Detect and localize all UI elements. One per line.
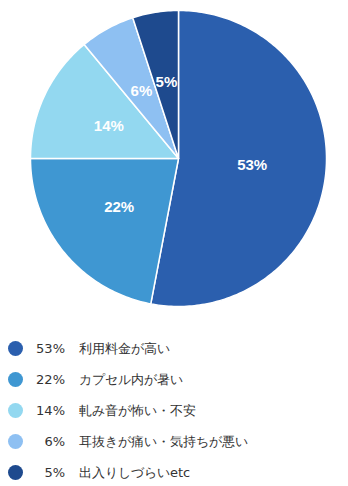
svg-text:14%: 14% [94, 117, 124, 134]
html-text:6%: 6% [44, 434, 65, 449]
html-text:22%: 22% [36, 372, 65, 387]
html-text:カプセル内が暑い: カプセル内が暑い [79, 371, 183, 387]
html-text:53%: 53% [36, 341, 65, 356]
html-text:出入りしづらいetc: 出入りしづらいetc [79, 464, 191, 480]
html-text:14%: 14% [36, 403, 65, 418]
html-text:利用料金が高い: 利用料金が高い [79, 340, 170, 356]
html-text:5%: 5% [44, 465, 65, 480]
svg-text:22%: 22% [104, 198, 134, 215]
svg-text:6%: 6% [131, 82, 153, 99]
html-text:耳抜きが痛い・気持ちが悪い: 耳抜きが痛い・気持ちが悪い [79, 433, 248, 449]
svg-text:5%: 5% [156, 73, 178, 90]
svg-text:53%: 53% [237, 156, 267, 173]
html-text:軋み音が怖い・不安: 軋み音が怖い・不安 [79, 402, 196, 418]
